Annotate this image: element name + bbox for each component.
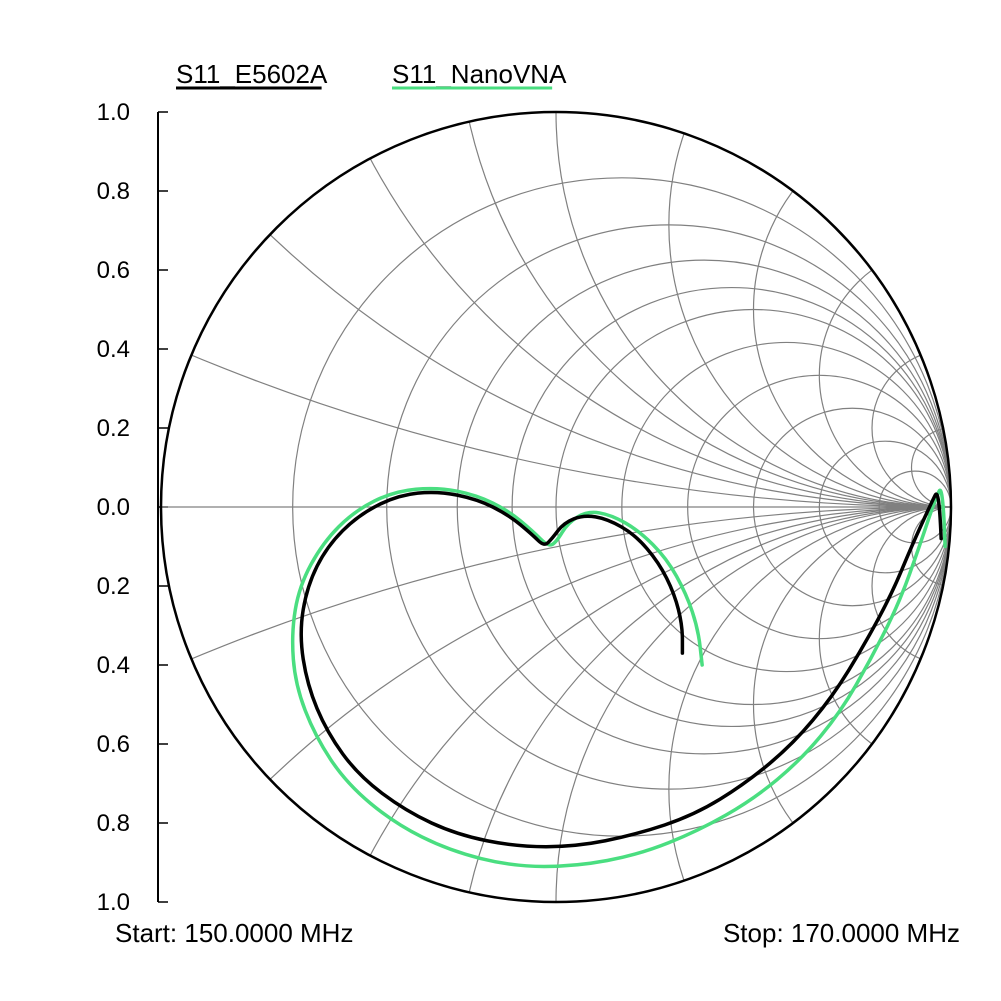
y-axis-label: 0.0 [97,494,130,521]
y-axis-label: 0.4 [97,336,130,363]
y-axis-label: 1.0 [97,99,130,126]
y-axis-label: 0.4 [97,652,130,679]
y-axis-label: 0.8 [97,178,130,205]
y-axis-label: 0.8 [97,810,130,837]
smith-grid [0,0,1001,1001]
smith-chart-svg: 1.0 0.8 0.6 0.4 0.2 0.0 0.2 0.4 0.6 0.8 1.0 S11_E56… [0,0,1001,1001]
trace-S11_E5602A [301,493,941,847]
trace-group [293,489,945,867]
start-frequency-label: Start: 150.0000 MHz [115,918,353,948]
stop-frequency-label: Stop: 170.0000 MHz [723,918,960,948]
y-axis-label: 0.6 [97,731,130,758]
y-axis-label: 0.2 [97,573,130,600]
y-axis-label: 0.2 [97,415,130,442]
y-axis-label: 1.0 [97,889,130,916]
legend-label: S11_E5602A [176,59,328,89]
trace-S11_NanoVNA [293,489,945,867]
legend-label: S11_NanoVNA [392,59,567,89]
y-axis-label: 0.6 [97,257,130,284]
smith-chart-container: 1.0 0.8 0.6 0.4 0.2 0.0 0.2 0.4 0.6 0.8 1.0 S11_E56… [0,0,1001,1001]
